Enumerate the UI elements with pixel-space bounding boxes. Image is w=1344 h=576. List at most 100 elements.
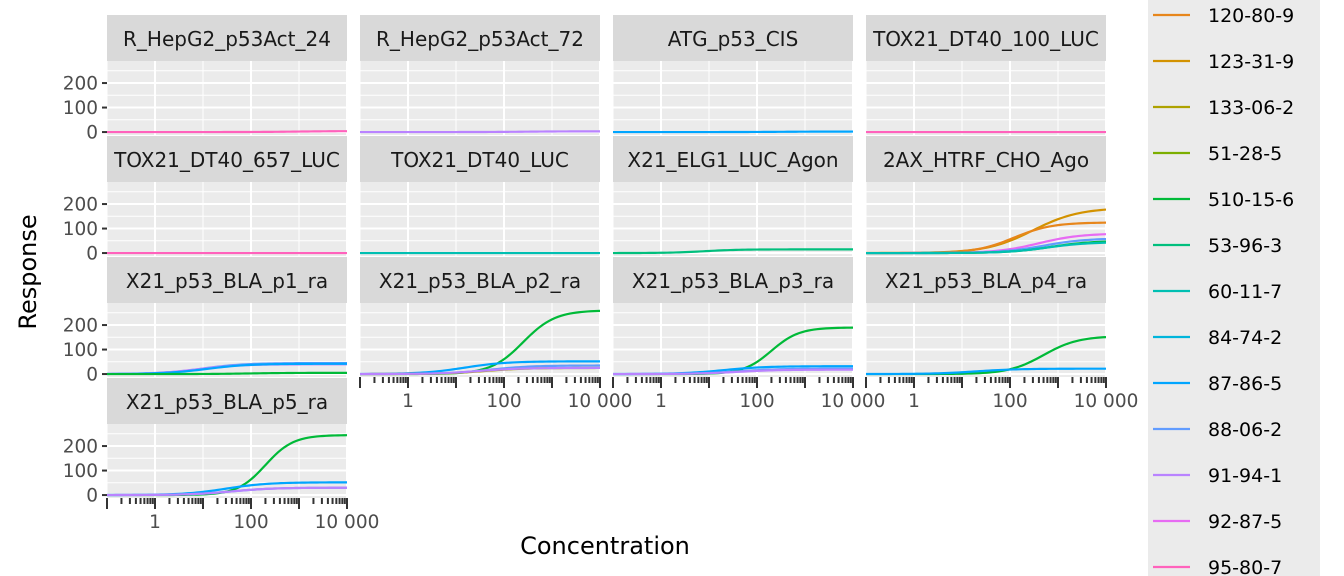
legend-label: 60-11-7	[1208, 281, 1282, 303]
plot-background	[360, 182, 600, 256]
y-axis-title: Response	[14, 214, 42, 329]
x-axis: 1 100 10 000	[106, 498, 379, 533]
plot-background	[866, 303, 1106, 377]
legend-label: 95-80-7	[1208, 557, 1282, 576]
legend-item: 123-31-9	[1153, 51, 1294, 73]
x-axis-title: Concentration	[520, 532, 690, 560]
series-lines	[107, 130, 347, 134]
series-line-91-94-1	[360, 366, 600, 376]
facet-title: TOX21_DT40_100_LUC	[872, 27, 1099, 51]
x-tick-label: 10 000	[568, 391, 633, 412]
facet-strip	[360, 136, 600, 182]
facet-title: X21_p53_BLA_p1_ra	[126, 269, 328, 293]
facet-strip	[360, 15, 600, 61]
facet-title: X21_p53_BLA_p2_ra	[379, 269, 581, 293]
facet-strip	[866, 257, 1106, 303]
x-tick-label: 10 000	[821, 391, 886, 412]
legend-item: 120-80-9	[1153, 5, 1294, 27]
legend-label: 123-31-9	[1208, 51, 1294, 73]
legend-item: 87-86-5	[1153, 373, 1282, 395]
legend-margin	[1320, 0, 1344, 576]
facet-panel: TOX21_DT40_100_LUC	[865, 15, 1107, 135]
facet-title: TOX21_DT40_LUC	[390, 148, 569, 172]
y-tick-label: 200	[63, 74, 98, 95]
y-tick-label: 100	[63, 98, 98, 119]
series-lines	[613, 248, 853, 255]
series-line-60-11-7	[866, 241, 1106, 255]
legend-label: 87-86-5	[1208, 373, 1282, 395]
facet-panel: R_HepG2_p53Act_24 0 100 200	[63, 15, 348, 144]
plot-background	[613, 182, 853, 256]
facet-title: ATG_p53_CIS	[668, 27, 799, 51]
facet-panel: X21_p53_BLA_p2_ra 1 100 10 000	[359, 257, 633, 412]
facet-strip	[360, 257, 600, 303]
x-tick-label: 1	[908, 391, 920, 412]
series-lines	[613, 326, 853, 376]
legend-label: 88-06-2	[1208, 419, 1282, 441]
series-lines	[866, 335, 1106, 376]
legend-item: 53-96-3	[1153, 235, 1282, 257]
x-tick-label: 100	[992, 391, 1027, 412]
series-lines	[360, 130, 600, 134]
x-axis: 1 100 10 000	[865, 377, 1139, 412]
legend-item: 60-11-7	[1153, 281, 1282, 303]
facet-panel: X21_p53_BLA_p4_ra 1 100 10 000	[865, 257, 1139, 412]
facet-panel: TOX21_DT40_LUC	[359, 136, 601, 256]
facet-strip	[866, 15, 1106, 61]
legend-label: 133-06-2	[1208, 97, 1294, 119]
y-tick-label: 100	[63, 219, 98, 240]
y-axis: 0 100 200	[63, 316, 107, 386]
plot-background	[613, 303, 853, 377]
series-lines	[360, 309, 600, 376]
legend-item: 95-80-7	[1153, 557, 1282, 576]
legend-item: 510-15-6	[1153, 189, 1294, 211]
legend-label: 53-96-3	[1208, 235, 1282, 257]
facet-title: 2AX_HTRF_CHO_Ago	[883, 148, 1089, 172]
legend-item: 133-06-2	[1153, 97, 1294, 119]
legend-item: 91-94-1	[1153, 465, 1282, 487]
facet-title: R_HepG2_p53Act_24	[123, 27, 331, 51]
y-tick-label: 0	[86, 365, 98, 386]
legend-item: 92-87-5	[1153, 511, 1282, 533]
series-line-91-94-1	[107, 486, 347, 497]
x-axis: 1 100 10 000	[359, 377, 633, 412]
facet-strip	[107, 15, 347, 61]
legend-label: 120-80-9	[1208, 5, 1294, 27]
facet-title: TOX21_DT40_657_LUC	[113, 148, 340, 172]
gridlines	[612, 61, 854, 135]
y-tick-label: 0	[86, 123, 98, 144]
plot-background	[107, 424, 347, 498]
series-line-91-94-1	[360, 130, 600, 134]
legend-background	[1148, 0, 1344, 576]
x-tick-label: 1	[149, 512, 161, 533]
legend-item: 51-28-5	[1153, 143, 1282, 165]
y-tick-label: 100	[63, 340, 98, 361]
plot-background	[360, 61, 600, 135]
facet-panel: ATG_p53_CIS	[612, 15, 854, 135]
gridlines	[612, 182, 854, 256]
facet-title: X21_p53_BLA_p4_ra	[885, 269, 1087, 293]
series-lines	[866, 208, 1106, 255]
y-axis: 0 100 200	[63, 74, 107, 144]
legend-label: 91-94-1	[1208, 465, 1282, 487]
x-tick-label: 10 000	[1074, 391, 1139, 412]
legend-item: 88-06-2	[1153, 419, 1282, 441]
facet-strip	[107, 257, 347, 303]
facet-title: X21_p53_BLA_p3_ra	[632, 269, 834, 293]
x-axis: 1 100 10 000	[612, 377, 886, 412]
facet-panel: X21_p53_BLA_p1_ra 0 100 200	[63, 257, 348, 386]
x-tick-label: 100	[739, 391, 774, 412]
facet-strip	[613, 257, 853, 303]
x-tick-label: 1	[402, 391, 414, 412]
facet-strip	[107, 378, 347, 424]
y-tick-label: 0	[86, 244, 98, 265]
facet-panels: R_HepG2_p53Act_240100200R_HepG2_p53Act_7…	[63, 15, 1139, 533]
facet-panel: X21_p53_BLA_p3_ra 1 100 10 000	[612, 257, 886, 412]
plot-background	[613, 61, 853, 135]
y-axis: 0 100 200	[63, 437, 107, 507]
facet-title: R_HepG2_p53Act_72	[376, 27, 584, 51]
series-line-91-94-1	[613, 368, 853, 376]
facet-title: X21_p53_BLA_p5_ra	[126, 390, 328, 414]
facet-strip	[613, 15, 853, 61]
facet-panel: R_HepG2_p53Act_72	[359, 15, 601, 135]
